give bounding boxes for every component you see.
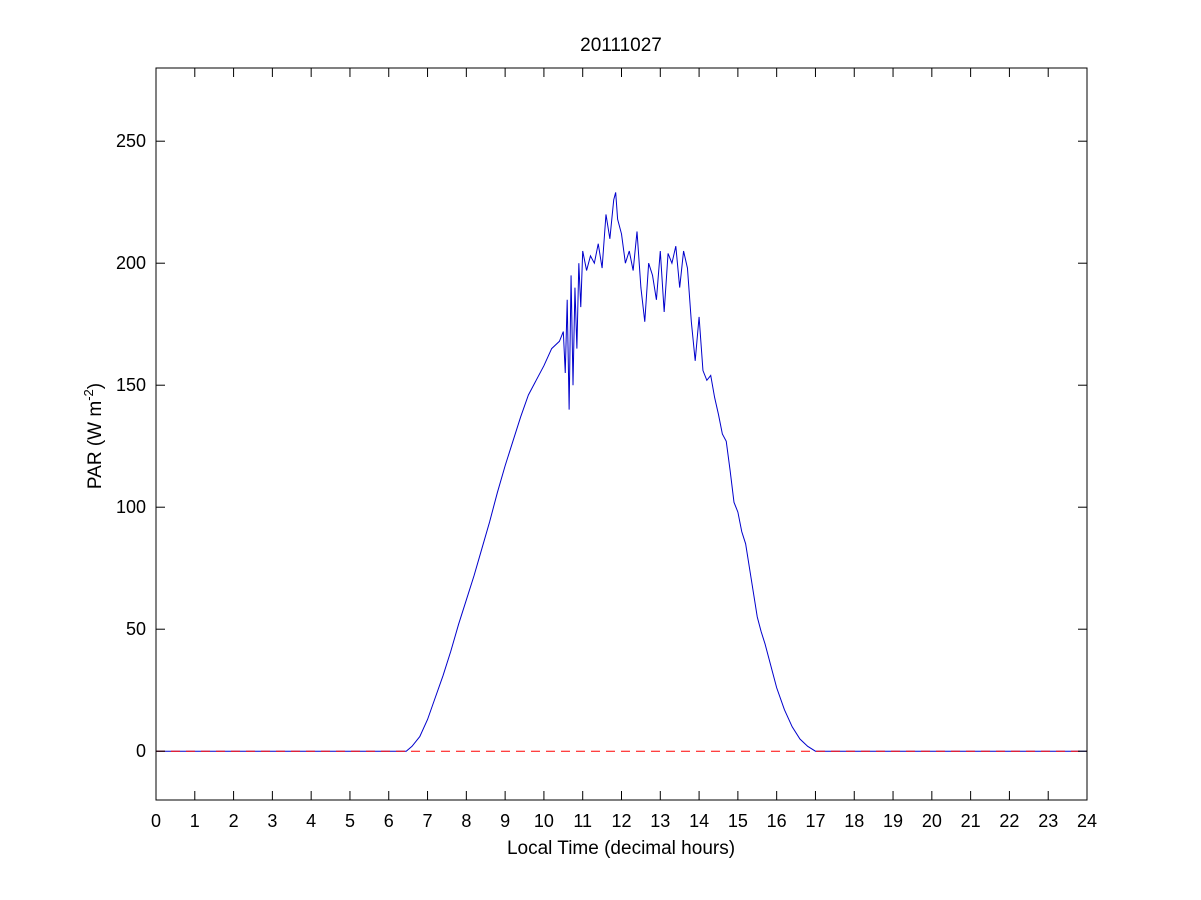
x-tick-label-15: 15 xyxy=(728,811,748,831)
x-tick-label-11: 11 xyxy=(573,811,592,831)
x-axis-label: Local Time (decimal hours) xyxy=(507,838,735,859)
x-tick-label-4: 4 xyxy=(306,811,316,831)
y-axis-ticks: 0 50 100 150 200 250 xyxy=(116,131,1087,761)
x-tick-label-24: 24 xyxy=(1077,811,1097,831)
x-tick-label-18: 18 xyxy=(844,811,864,831)
x-tick-label-3: 3 xyxy=(267,811,277,831)
x-tick-label-13: 13 xyxy=(650,811,670,831)
y-tick-label-4: 200 xyxy=(116,253,146,273)
x-tick-label-17: 17 xyxy=(805,811,825,831)
y-axis-label: PAR (W m-2) xyxy=(81,383,106,489)
x-tick-label-19: 19 xyxy=(883,811,903,831)
x-tick-label-9: 9 xyxy=(500,811,510,831)
x-tick-label-10: 10 xyxy=(534,811,554,831)
x-tick-label-5: 5 xyxy=(345,811,355,831)
x-tick-label-14: 14 xyxy=(689,811,709,831)
y-axis-label-main: PAR (W m xyxy=(85,401,106,489)
x-axis-ticks: 0 1 2 3 4 5 6 7 8 9 10 11 12 13 14 15 16 17 18 19 20 21 22 23 24 xyxy=(151,68,1097,831)
x-tick-label-7: 7 xyxy=(423,811,433,831)
y-tick-label-0: 0 xyxy=(136,741,146,761)
y-axis-label-superscript: -2 xyxy=(81,389,96,401)
y-tick-label-5: 250 xyxy=(116,131,146,151)
x-tick-label-6: 6 xyxy=(384,811,394,831)
x-tick-label-20: 20 xyxy=(922,811,942,831)
y-tick-label-2: 100 xyxy=(116,497,146,517)
y-tick-label-1: 50 xyxy=(126,619,146,639)
chart-title: 20111027 xyxy=(580,35,662,56)
x-tick-label-12: 12 xyxy=(611,811,631,831)
series-0-line xyxy=(156,192,1087,752)
x-tick-label-2: 2 xyxy=(229,811,239,831)
x-tick-label-21: 21 xyxy=(961,811,981,831)
y-tick-label-3: 150 xyxy=(116,375,146,395)
x-tick-label-0: 0 xyxy=(151,811,161,831)
x-tick-label-8: 8 xyxy=(461,811,471,831)
series-layer xyxy=(156,192,1087,752)
x-tick-label-23: 23 xyxy=(1038,811,1058,831)
x-tick-label-16: 16 xyxy=(767,811,787,831)
x-tick-label-1: 1 xyxy=(190,811,200,831)
y-axis-label-close: ) xyxy=(85,383,106,389)
x-tick-label-22: 22 xyxy=(999,811,1019,831)
